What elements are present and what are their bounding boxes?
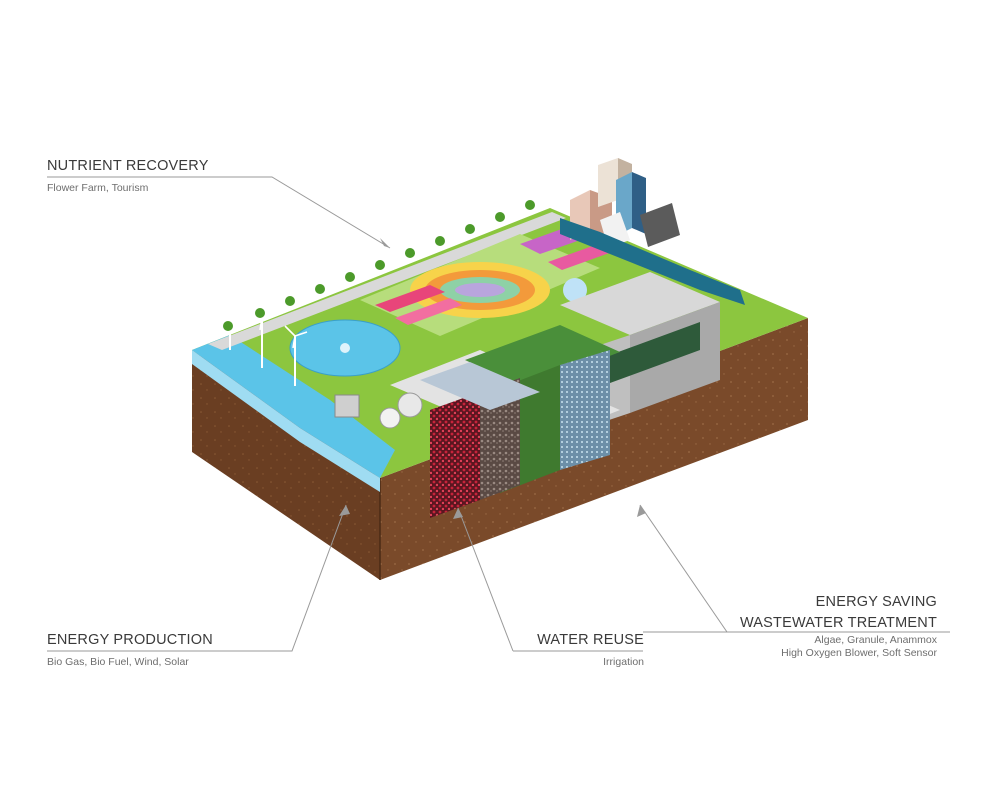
callout-subtitle-line1: Algae, Granule, Anammox xyxy=(814,634,937,646)
callout-title: ENERGY PRODUCTION xyxy=(47,632,213,648)
leader-lines xyxy=(47,176,950,652)
canal xyxy=(560,218,745,305)
callout-subtitle: Bio Gas, Bio Fuel, Wind, Solar xyxy=(47,656,189,668)
tree-row xyxy=(223,200,535,331)
callout-subtitle: Flower Farm, Tourism xyxy=(47,182,149,194)
callout-title-line1: ENERGY SAVING xyxy=(815,594,937,610)
flower-farm xyxy=(360,226,612,336)
callout-title: NUTRIENT RECOVERY xyxy=(47,158,209,174)
callout-subtitle: Irrigation xyxy=(603,656,644,668)
callout-subtitle-line2: High Oxygen Blower, Soft Sensor xyxy=(781,647,937,659)
water-reuse-building xyxy=(390,325,620,518)
leader-arrowheads xyxy=(339,505,646,519)
callout-title-line2: WASTEWATER TREATMENT xyxy=(739,615,937,631)
energy-facility xyxy=(219,289,423,429)
callout-nutrient-recovery: NUTRIENT RECOVERY Flower Farm, Tourism xyxy=(47,158,209,194)
walkway xyxy=(208,212,566,350)
callout-energy-production: ENERGY PRODUCTION Bio Gas, Bio Fuel, Win… xyxy=(47,632,213,668)
callout-title: WATER REUSE xyxy=(537,632,644,648)
callout-water-reuse: WATER REUSE Irrigation xyxy=(537,632,644,668)
soil-front-face xyxy=(192,350,380,580)
callout-wastewater-treatment: ENERGY SAVING WASTEWATER TREATMENT Algae… xyxy=(740,592,937,660)
river xyxy=(192,335,395,478)
